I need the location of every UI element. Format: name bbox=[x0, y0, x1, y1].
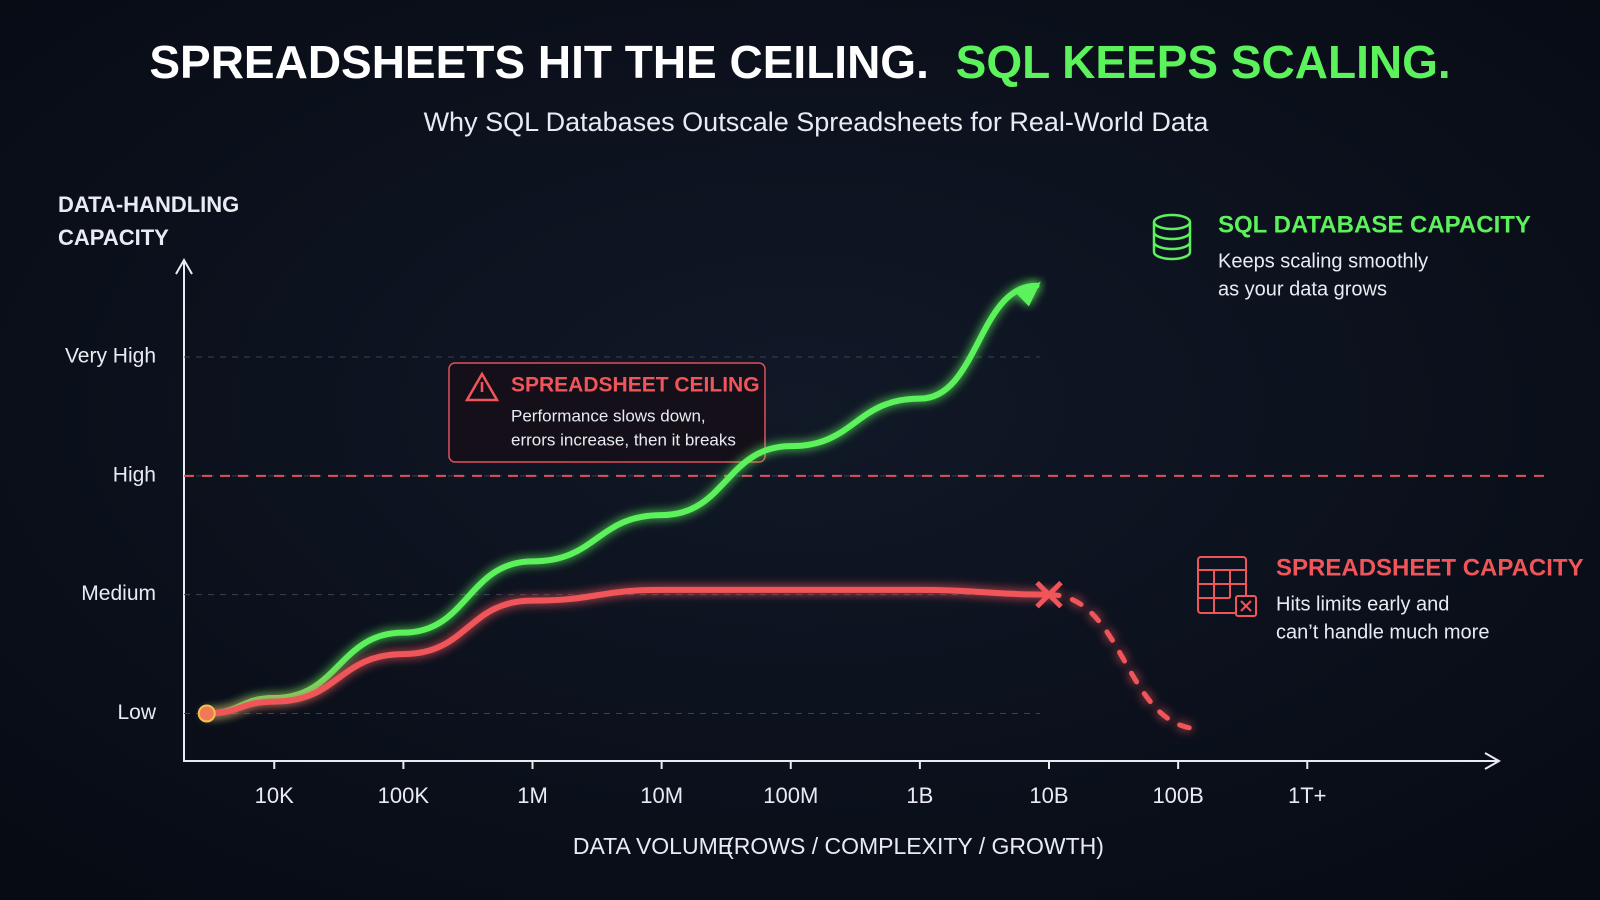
failure-mark bbox=[1035, 580, 1063, 609]
x-tick-label: 10M bbox=[640, 783, 683, 808]
warning-icon bbox=[464, 371, 500, 402]
legend-label: SQL DATABASE CAPACITY bbox=[1218, 211, 1531, 238]
x-tick-label: 100B bbox=[1152, 783, 1203, 808]
y-tick-label: Very High bbox=[65, 345, 156, 368]
legend-note: Hits limits early and bbox=[1276, 593, 1449, 615]
line bbox=[203, 586, 1053, 717]
legend-note: as your data grows bbox=[1218, 278, 1387, 300]
ceiling-box bbox=[448, 362, 766, 463]
x-tick-label: 1T+ bbox=[1288, 783, 1327, 808]
y-axis-label: CAPACITY bbox=[58, 225, 169, 250]
title-highlight: SQL KEEPS SCALING. bbox=[956, 36, 1451, 88]
line bbox=[203, 282, 1040, 717]
x-axis-label: DATA VOLUME bbox=[573, 833, 733, 859]
subtitle: Why SQL Databases Outscale Spreadsheets … bbox=[424, 107, 1210, 137]
y-tick-label: High bbox=[113, 463, 156, 486]
ceiling-text: errors increase, then it breaks bbox=[511, 430, 736, 449]
y-axis-arrow bbox=[175, 257, 193, 275]
y-axis-label: DATA-HANDLING bbox=[58, 192, 239, 217]
title-main: SPREADSHEETS HIT THE CEILING. bbox=[149, 36, 929, 88]
x-tick-label: 10B bbox=[1029, 783, 1068, 808]
arrowhead bbox=[1015, 281, 1041, 307]
x-axis-label-detail: (ROWS / COMPLEXITY / GROWTH) bbox=[726, 833, 1104, 859]
y-tick-label: Medium bbox=[81, 582, 156, 605]
spreadsheet-icon bbox=[1197, 556, 1257, 617]
y-tick-label: Low bbox=[117, 701, 156, 724]
x-tick-label: 100M bbox=[763, 783, 818, 808]
database-icon bbox=[1152, 213, 1192, 261]
x-tick-label: 10K bbox=[255, 783, 294, 808]
legend-note: can’t handle much more bbox=[1276, 621, 1489, 643]
x-tick-label: 1M bbox=[517, 783, 548, 808]
start-point bbox=[197, 704, 216, 723]
x-tick-label: 1B bbox=[906, 783, 933, 808]
ceiling-title: SPREADSHEET CEILING bbox=[511, 374, 760, 397]
chart-title: SPREADSHEETS HIT THE CEILING. SQL KEEPS … bbox=[149, 36, 1450, 88]
line-breakdown bbox=[1046, 592, 1204, 732]
x-tick-label: 100K bbox=[378, 783, 430, 808]
x-axis-arrow bbox=[1484, 752, 1502, 770]
legend-label: SPREADSHEET CAPACITY bbox=[1276, 554, 1584, 581]
ceiling-text: Performance slows down, bbox=[511, 406, 706, 425]
legend-note: Keeps scaling smoothly bbox=[1218, 250, 1428, 272]
